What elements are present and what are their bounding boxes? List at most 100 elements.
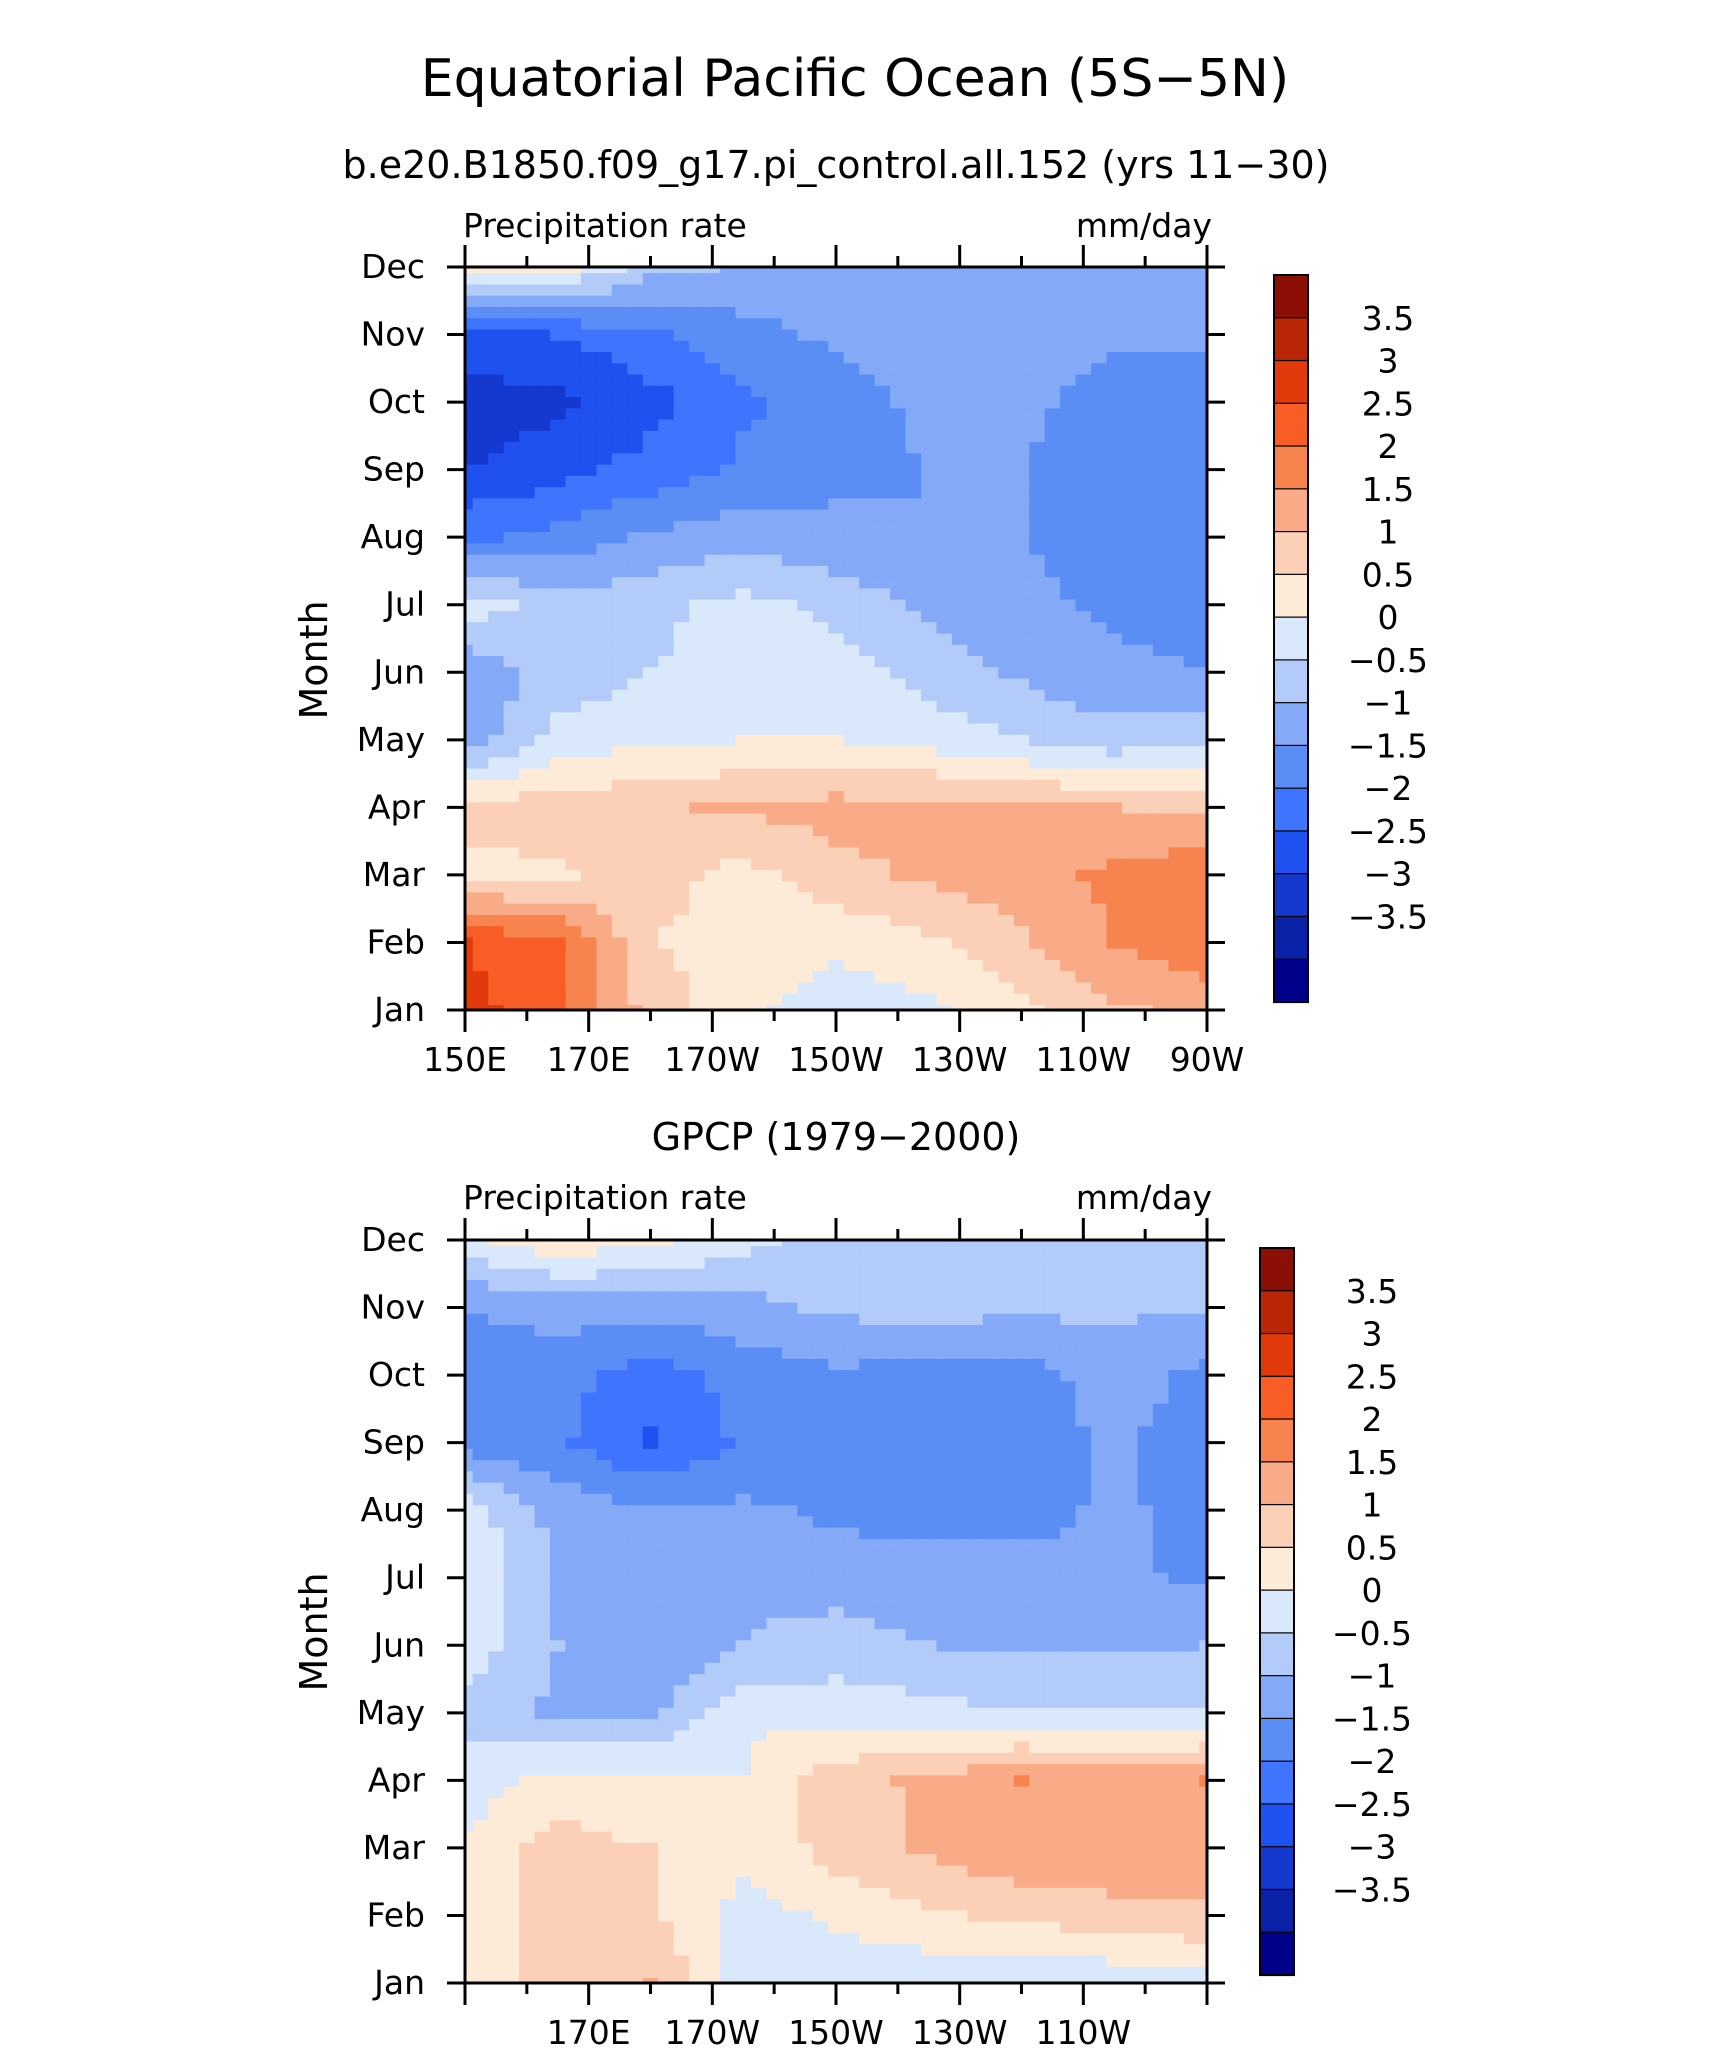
heatmap-cell — [951, 948, 968, 960]
heatmap-cell — [472, 677, 489, 690]
heatmap-cell — [921, 1864, 938, 1877]
heatmap-cell — [812, 1932, 829, 1945]
heatmap-cell — [720, 441, 737, 454]
heatmap-cell — [611, 621, 628, 634]
heatmap-cell — [627, 1639, 644, 1652]
heatmap-cell — [874, 317, 891, 330]
heatmap-cell — [1060, 655, 1077, 668]
heatmap-cell — [967, 1729, 984, 1742]
heatmap-cell — [673, 295, 690, 307]
heatmap-cell — [1121, 351, 1139, 364]
heatmap-cell — [735, 1864, 752, 1877]
heatmap-cell — [1137, 610, 1154, 623]
heatmap-cell — [720, 1887, 737, 1900]
heatmap-cell — [766, 1774, 783, 1787]
heatmap-cell — [890, 993, 907, 1005]
heatmap-cell — [812, 272, 829, 285]
heatmap-cell — [488, 655, 505, 668]
heatmap-cell — [1013, 475, 1030, 488]
heatmap-cell — [611, 1707, 628, 1720]
heatmap-cell — [472, 1628, 489, 1641]
heatmap-cell — [1199, 644, 1208, 656]
heatmap-cell — [488, 351, 505, 364]
heatmap-cell — [1013, 689, 1030, 702]
heatmap-cell — [519, 824, 536, 837]
heatmap-cell — [472, 306, 489, 319]
heatmap-cell — [658, 1966, 675, 1978]
heatmap-cell — [1168, 1831, 1185, 1843]
heatmap-cell — [797, 711, 814, 724]
heatmap-cell — [781, 283, 798, 296]
heatmap-cell — [465, 801, 474, 814]
heatmap-cell — [998, 824, 1015, 837]
heatmap-cell — [1091, 655, 1108, 668]
heatmap-cell — [1044, 1943, 1061, 1956]
heatmap-cell — [797, 700, 814, 713]
heatmap-cell — [828, 497, 845, 510]
heatmap-cell — [611, 1853, 628, 1866]
heatmap-cell — [596, 1774, 613, 1787]
heatmap-cell — [735, 317, 752, 330]
heatmap-cell — [921, 565, 938, 578]
heatmap-cell — [580, 1740, 597, 1753]
heatmap-cell — [472, 464, 489, 476]
heatmap-cell — [1075, 711, 1092, 724]
heatmap-cell — [1121, 1954, 1139, 1967]
heatmap-cell — [1199, 554, 1208, 566]
heatmap-cell — [828, 846, 845, 859]
heatmap-cell — [1106, 722, 1123, 735]
heatmap-cell — [750, 644, 768, 656]
heatmap-cell — [1013, 880, 1030, 893]
heatmap-cell — [1168, 1729, 1185, 1742]
heatmap-cell — [565, 554, 582, 566]
heatmap-cell — [1075, 1966, 1092, 1978]
heatmap-cell — [580, 869, 597, 882]
heatmap-cell — [1013, 351, 1030, 364]
heatmap-cell — [519, 948, 536, 960]
heatmap-cell — [982, 1808, 999, 1821]
heatmap-cell — [704, 295, 721, 307]
heatmap-cell — [1106, 1977, 1123, 1984]
heatmap-cell — [1168, 396, 1185, 409]
heatmap-cell — [580, 914, 597, 927]
heatmap-cell — [534, 632, 551, 645]
heatmap-cell — [1152, 441, 1169, 454]
heatmap-cell — [921, 666, 938, 679]
heatmap-cell — [750, 655, 768, 668]
heatmap-cell — [465, 295, 474, 307]
heatmap-cell — [750, 632, 768, 645]
heatmap-cell — [627, 1909, 644, 1922]
heatmap-cell — [781, 373, 798, 386]
heatmap-cell — [534, 486, 551, 499]
heatmap-cell — [843, 407, 860, 420]
heatmap-cell — [658, 441, 675, 454]
heatmap-cell — [1029, 1887, 1046, 1900]
heatmap-cell — [519, 1695, 536, 1708]
heatmap-cell — [735, 970, 752, 983]
heatmap-cell — [503, 1718, 520, 1731]
heatmap-cell — [812, 824, 829, 837]
heatmap-cell — [735, 1819, 752, 1832]
heatmap-cell — [472, 824, 489, 837]
heatmap-cell — [1106, 666, 1123, 679]
heatmap-cell — [766, 1943, 783, 1956]
heatmap-cell — [550, 666, 567, 679]
heatmap-cell — [828, 1909, 845, 1922]
heatmap-cell — [951, 835, 968, 848]
heatmap-cell — [1199, 328, 1208, 341]
heatmap-cell — [472, 858, 489, 870]
heatmap-cell — [1075, 599, 1092, 611]
heatmap-cell — [1168, 903, 1185, 915]
heatmap-cell — [750, 835, 768, 848]
heatmap-cell — [627, 1650, 644, 1663]
heatmap-cell — [843, 351, 860, 364]
heatmap-cell — [735, 542, 752, 555]
heatmap-cell — [1091, 767, 1108, 780]
heatmap-cell — [550, 948, 567, 960]
heatmap-cell — [689, 1966, 706, 1978]
heatmap-cell — [658, 734, 675, 747]
heatmap-cell — [1183, 1943, 1200, 1956]
heatmap-cell — [720, 1842, 737, 1855]
heatmap-cell — [998, 351, 1015, 364]
heatmap-cell — [905, 385, 922, 398]
